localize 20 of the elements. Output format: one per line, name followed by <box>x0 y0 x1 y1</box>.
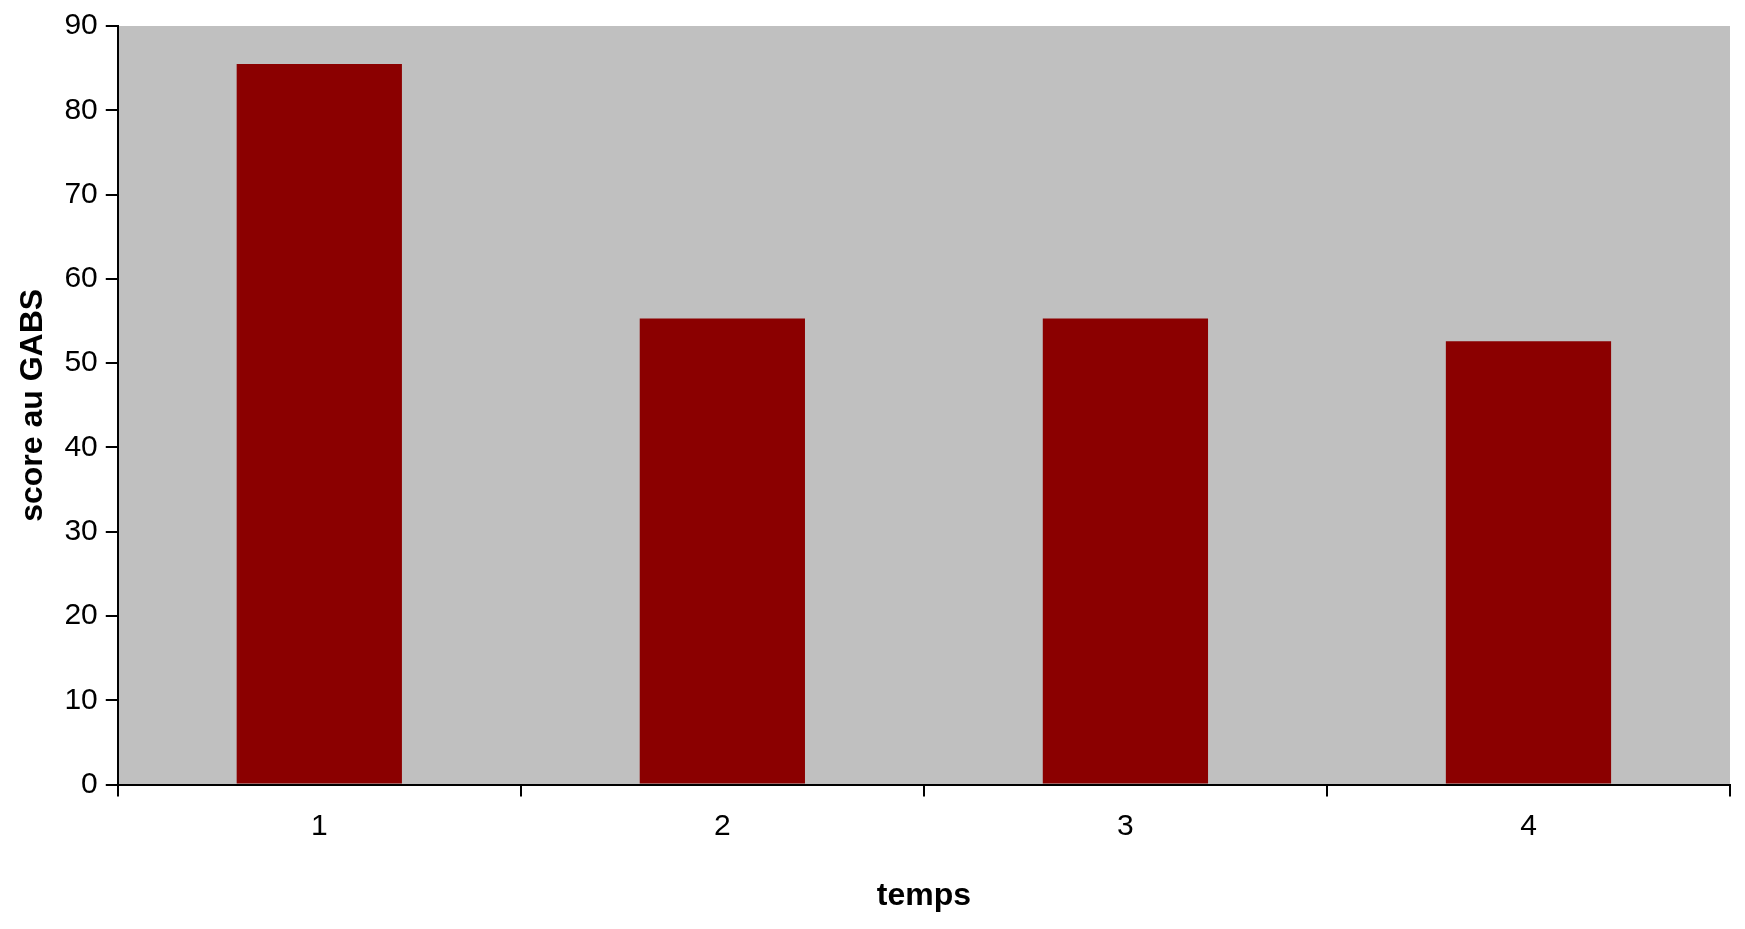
y-tick-label: 50 <box>64 344 98 378</box>
x-tick-label: 4 <box>1520 807 1537 841</box>
y-tick-label: 0 <box>81 765 98 799</box>
y-tick-label: 20 <box>64 597 98 631</box>
y-tick-label: 30 <box>64 513 98 546</box>
y-tick-label: 90 <box>64 7 98 41</box>
bar <box>639 318 805 784</box>
bar <box>1445 341 1612 784</box>
y-tick-label: 80 <box>64 91 98 125</box>
y-tick-label: 60 <box>64 260 98 294</box>
x-axis-title: temps <box>876 875 972 912</box>
x-tick-label: 3 <box>1117 807 1134 841</box>
y-tick-label: 70 <box>64 175 98 209</box>
x-tick-label: 1 <box>310 807 328 841</box>
y-tick-label: 10 <box>64 681 98 715</box>
x-tick-label: 2 <box>714 807 731 841</box>
bar <box>1042 318 1209 784</box>
bar <box>236 63 402 784</box>
y-tick-label: 40 <box>64 428 98 462</box>
y-axis-title: score au GABS <box>13 288 50 522</box>
